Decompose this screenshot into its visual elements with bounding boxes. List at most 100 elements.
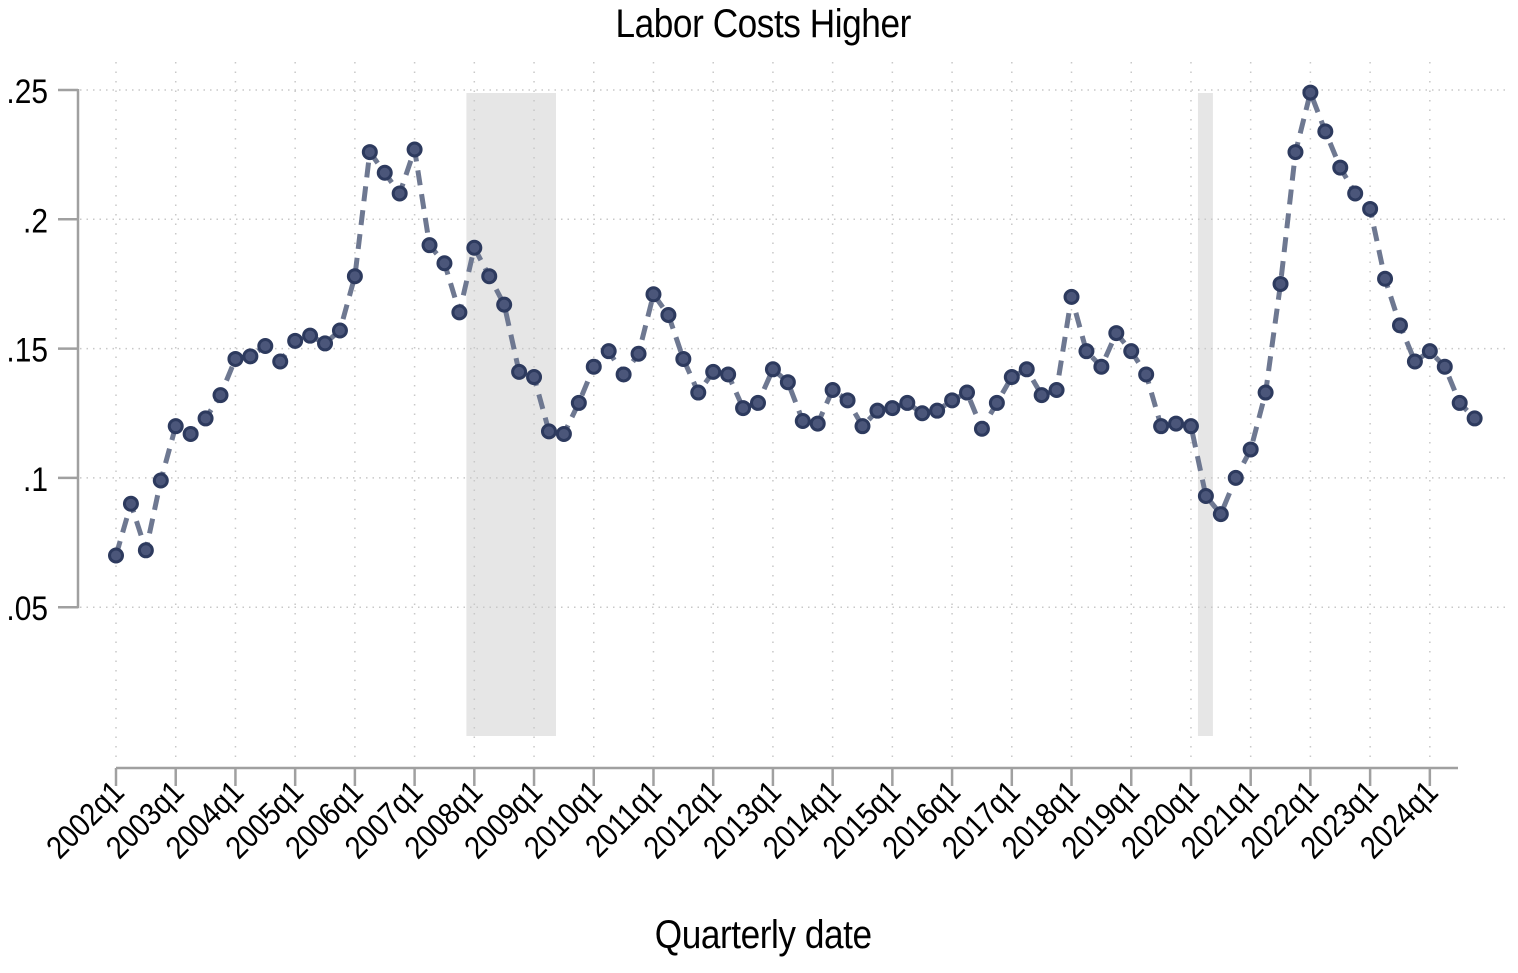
data-point-marker	[899, 394, 916, 411]
data-point-marker	[1048, 381, 1065, 398]
data-point-marker	[1406, 353, 1423, 370]
data-point-marker	[735, 400, 752, 417]
data-point-marker	[600, 343, 617, 360]
data-point-marker	[1332, 159, 1349, 176]
data-point-marker	[496, 296, 513, 313]
data-point-marker	[1362, 200, 1379, 217]
data-point-marker	[1123, 343, 1140, 360]
data-point-marker	[675, 350, 692, 367]
y-tick-label: .25	[6, 72, 48, 110]
data-point-marker	[167, 418, 184, 435]
data-point-marker	[869, 402, 886, 419]
shaded-region	[1197, 93, 1213, 736]
data-point-marker	[585, 358, 602, 375]
data-point-marker	[944, 392, 961, 409]
data-point-marker	[630, 345, 647, 362]
x-axis: 2002q12003q12004q12005q12006q12007q12008…	[40, 766, 1458, 866]
data-point-marker	[122, 495, 139, 512]
shaded-region	[466, 93, 556, 736]
y-tick-label: .1	[23, 460, 48, 498]
data-point-marker	[749, 394, 766, 411]
data-point-marker	[645, 286, 662, 303]
series-line	[113, 90, 1477, 557]
data-point-marker	[988, 394, 1005, 411]
data-point-marker	[302, 327, 319, 344]
data-point-marker	[227, 350, 244, 367]
data-point-marker	[182, 425, 199, 442]
data-point-marker	[1287, 144, 1304, 161]
data-point-marker	[391, 185, 408, 202]
data-point-marker	[361, 144, 378, 161]
data-point-marker	[1063, 288, 1080, 305]
y-tick-label: .05	[6, 589, 48, 627]
data-point-marker	[764, 361, 781, 378]
data-point-marker	[1242, 441, 1259, 458]
data-point-marker	[406, 141, 423, 158]
data-point-marker	[720, 366, 737, 383]
data-point-marker	[555, 425, 572, 442]
data-point-marker	[152, 472, 169, 489]
recession-shading	[466, 93, 1213, 736]
data-point-marker	[421, 237, 438, 254]
data-point-marker	[1093, 358, 1110, 375]
data-point-marker	[1003, 369, 1020, 386]
data-point-marker	[690, 384, 707, 401]
data-point-marker	[1153, 418, 1170, 435]
data-point-marker	[317, 335, 334, 352]
data-point-marker	[1436, 358, 1453, 375]
data-point-marker	[197, 410, 214, 427]
data-point-marker	[929, 402, 946, 419]
data-point-marker	[1227, 469, 1244, 486]
data-point-marker	[511, 363, 528, 380]
data-point-marker	[1317, 123, 1334, 140]
data-point-marker	[794, 413, 811, 430]
data-point-marker	[839, 392, 856, 409]
data-point-marker	[1078, 343, 1095, 360]
data-point-marker	[1257, 384, 1274, 401]
x-axis-title: Quarterly date	[654, 913, 872, 957]
data-point-marker	[137, 542, 154, 559]
data-point-marker	[779, 374, 796, 391]
gridlines	[80, 62, 1505, 760]
data-point-marker	[1033, 387, 1050, 404]
data-point-marker	[570, 394, 587, 411]
chart-title: Labor Costs Higher	[615, 2, 912, 46]
data-point-marker	[212, 387, 229, 404]
data-point-marker	[526, 369, 543, 386]
data-point-marker	[660, 306, 677, 323]
data-point-marker	[914, 405, 931, 422]
data-point-marker	[705, 363, 722, 380]
data-point-marker	[257, 338, 274, 355]
data-point-marker	[1182, 418, 1199, 435]
data-point-marker	[346, 268, 363, 285]
data-point-marker	[451, 304, 468, 321]
data-point-marker	[1347, 185, 1364, 202]
data-point-marker	[854, 418, 871, 435]
data-point-marker	[1421, 343, 1438, 360]
data-point-marker	[824, 381, 841, 398]
data-point-marker	[540, 423, 557, 440]
data-point-marker	[331, 322, 348, 339]
y-axis: .05 .1 .15 .2 .25	[6, 72, 80, 628]
data-point-marker	[1377, 270, 1394, 287]
data-point-marker	[376, 164, 393, 181]
data-point-marker	[1212, 506, 1229, 523]
data-point-marker	[108, 547, 124, 564]
data-point-marker	[272, 353, 289, 370]
data-point-marker	[615, 366, 632, 383]
data-point-marker	[1391, 317, 1408, 334]
data-point-marker	[809, 415, 826, 432]
data-point-marker	[1272, 275, 1289, 292]
data-point-marker	[1302, 84, 1319, 101]
y-tick-label: .15	[6, 331, 48, 369]
data-point-marker	[1197, 488, 1214, 505]
data-point-marker	[1108, 325, 1125, 342]
data-point-marker	[466, 239, 483, 256]
data-point-marker	[1451, 394, 1468, 411]
data-point-marker	[1466, 410, 1483, 427]
data-point-marker	[884, 400, 901, 417]
data-point-marker	[1018, 361, 1035, 378]
data-point-marker	[481, 268, 498, 285]
